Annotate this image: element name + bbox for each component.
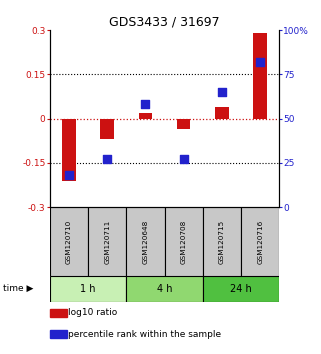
Text: GSM120716: GSM120716 (257, 219, 263, 264)
Point (105, 156, 110, 162)
Title: GDS3433 / 31697: GDS3433 / 31697 (109, 16, 220, 29)
Bar (100, 119, 114, 139)
Text: time ▶: time ▶ (3, 284, 34, 293)
Point (181, 156, 186, 162)
Point (143, 102, 148, 107)
Bar (254, 33, 267, 119)
Point (66, 172, 72, 178)
Bar (50, 207, 88, 276)
Text: 4 h: 4 h (157, 284, 172, 294)
Bar (50, 330, 67, 338)
Bar (50, 309, 67, 317)
Text: 24 h: 24 h (230, 284, 252, 294)
Text: 1 h: 1 h (80, 284, 96, 294)
Text: GSM120715: GSM120715 (219, 219, 225, 264)
Text: percentile rank within the sample: percentile rank within the sample (68, 330, 221, 339)
Bar (126, 207, 164, 276)
Text: GSM120708: GSM120708 (181, 219, 187, 264)
Bar (203, 276, 279, 302)
Text: GSM120711: GSM120711 (104, 219, 110, 264)
Text: GSM120648: GSM120648 (143, 219, 148, 264)
Bar (88, 207, 126, 276)
Text: GSM120710: GSM120710 (66, 219, 72, 264)
Bar (50, 276, 126, 302)
Bar (139, 113, 152, 119)
Bar (177, 119, 190, 129)
Bar (215, 107, 229, 119)
Bar (164, 207, 203, 276)
Text: log10 ratio: log10 ratio (68, 308, 117, 318)
Bar (241, 207, 279, 276)
Bar (126, 276, 203, 302)
Bar (62, 119, 75, 181)
Point (219, 89, 224, 95)
Point (257, 59, 263, 65)
Bar (203, 207, 241, 276)
